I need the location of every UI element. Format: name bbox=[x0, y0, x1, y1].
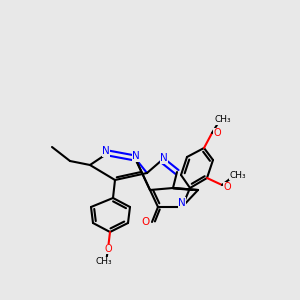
Text: N: N bbox=[178, 198, 186, 208]
Text: N: N bbox=[160, 153, 168, 163]
Text: N: N bbox=[102, 146, 110, 156]
Text: O: O bbox=[141, 217, 149, 227]
Text: CH₃: CH₃ bbox=[230, 170, 246, 179]
Text: N: N bbox=[132, 151, 140, 161]
Text: O: O bbox=[223, 182, 231, 192]
Text: O: O bbox=[213, 128, 221, 138]
Text: O: O bbox=[104, 244, 112, 254]
Text: CH₃: CH₃ bbox=[96, 257, 112, 266]
Text: CH₃: CH₃ bbox=[215, 116, 231, 124]
